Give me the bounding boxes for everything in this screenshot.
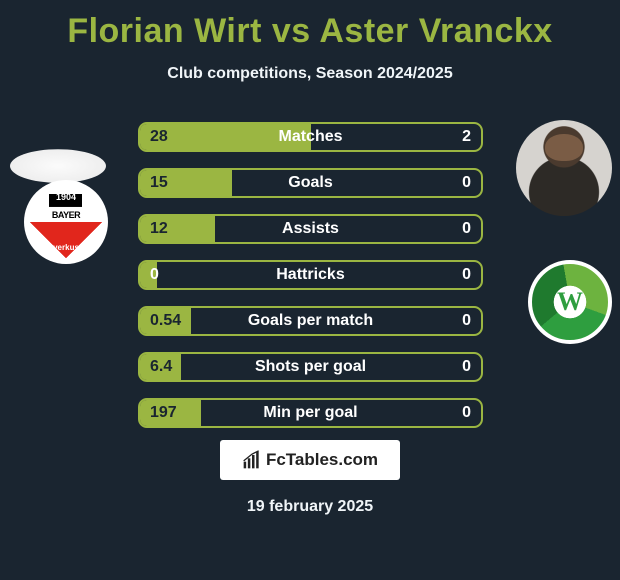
player-left-name: Florian Wirt — [67, 12, 262, 50]
stat-label: Assists — [140, 216, 481, 242]
stats-table: 28 Matches 2 15 Goals 0 12 Assists 0 0 H… — [138, 122, 483, 444]
stat-right-value: 0 — [462, 262, 471, 288]
title-vs: vs — [272, 12, 311, 50]
stat-right-value: 0 — [462, 308, 471, 334]
stat-row: 12 Assists 0 — [138, 214, 483, 244]
player-right-photo — [516, 120, 612, 216]
stat-right-value: 0 — [462, 354, 471, 380]
site-name: FcTables.com — [266, 450, 378, 470]
player-left-photo — [10, 149, 106, 183]
club-left-year: 1904 — [24, 192, 108, 202]
stat-row: 197 Min per goal 0 — [138, 398, 483, 428]
stat-label: Matches — [140, 124, 481, 150]
page-title: Florian Wirt vs Aster Vranckx — [0, 12, 620, 51]
stat-right-value: 2 — [462, 124, 471, 150]
stat-right-value: 0 — [462, 216, 471, 242]
club-left-brand: BAYER — [24, 210, 108, 220]
stat-row: 0.54 Goals per match 0 — [138, 306, 483, 336]
club-left-logo: 1904 BAYER Leverkusen — [24, 180, 108, 264]
stat-label: Goals — [140, 170, 481, 196]
bar-chart-icon — [242, 450, 262, 470]
stat-row: 0 Hattricks 0 — [138, 260, 483, 290]
stat-right-value: 0 — [462, 170, 471, 196]
infographic-container: Florian Wirt vs Aster Vranckx Club compe… — [0, 0, 620, 580]
stat-label: Min per goal — [140, 400, 481, 426]
stat-row: 28 Matches 2 — [138, 122, 483, 152]
footer-date: 19 february 2025 — [0, 498, 620, 516]
stat-right-value: 0 — [462, 400, 471, 426]
stat-label: Hattricks — [140, 262, 481, 288]
stat-row: 15 Goals 0 — [138, 168, 483, 198]
stat-row: 6.4 Shots per goal 0 — [138, 352, 483, 382]
stat-label: Shots per goal — [140, 354, 481, 380]
player-right-name: Aster Vranckx — [319, 12, 552, 50]
stat-label: Goals per match — [140, 308, 481, 334]
subtitle: Club competitions, Season 2024/2025 — [0, 65, 620, 83]
club-left-city: Leverkusen — [24, 243, 108, 252]
site-logo: FcTables.com — [220, 440, 400, 480]
club-right-logo — [528, 260, 612, 344]
